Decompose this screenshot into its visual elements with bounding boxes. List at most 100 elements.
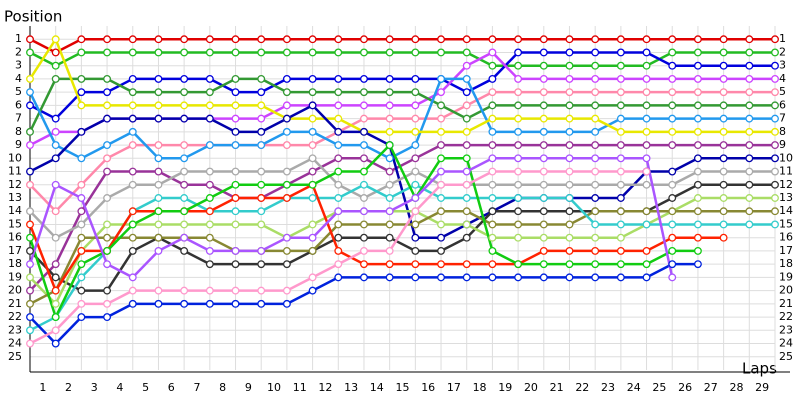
- lap-marker: [334, 167, 343, 176]
- lap-marker: [591, 35, 600, 44]
- lap-marker: [26, 220, 34, 229]
- lap-marker: [719, 141, 728, 150]
- lap-marker: [591, 194, 600, 202]
- lap-marker: [51, 233, 60, 242]
- y-tick-label: 4: [15, 72, 22, 85]
- lap-marker: [103, 286, 112, 295]
- lap-marker: [488, 74, 497, 83]
- lap-marker: [128, 286, 137, 295]
- lap-marker: [437, 220, 445, 229]
- lap-marker: [282, 141, 291, 150]
- lap-marker: [565, 194, 574, 202]
- lap-marker: [308, 220, 317, 229]
- x-tick-label: 11: [293, 381, 307, 394]
- series-line: [28, 36, 775, 134]
- x-tick-label: 7: [193, 381, 200, 394]
- lap-marker: [282, 194, 291, 202]
- lap-marker: [745, 127, 754, 136]
- lap-marker: [411, 114, 420, 123]
- lap-marker: [693, 35, 702, 44]
- lap-marker: [437, 180, 445, 189]
- lap-marker: [154, 114, 163, 123]
- lap-marker: [539, 74, 548, 83]
- lap-marker: [334, 48, 343, 57]
- lap-marker: [771, 194, 779, 202]
- lap-marker: [103, 35, 112, 44]
- lap-marker: [51, 313, 60, 322]
- lap-marker: [616, 101, 625, 110]
- series-line: [29, 156, 775, 240]
- lap-marker: [360, 194, 368, 202]
- lap-marker: [462, 35, 471, 44]
- series-line: [28, 77, 775, 133]
- lap-marker: [128, 180, 137, 189]
- lap-marker: [180, 220, 189, 229]
- lap-marker: [231, 141, 240, 150]
- lap-marker: [437, 233, 445, 242]
- lap-marker: [77, 35, 86, 44]
- lap-marker: [591, 101, 600, 110]
- lap-marker: [745, 207, 754, 216]
- lap-marker: [128, 74, 137, 83]
- lap-marker: [26, 74, 34, 83]
- lap-marker: [51, 339, 60, 348]
- lap-marker: [591, 233, 600, 242]
- x-tick-label: 5: [142, 381, 149, 394]
- y-tick-label: 5: [15, 85, 22, 98]
- lap-marker: [77, 88, 86, 97]
- lap-marker: [26, 286, 34, 295]
- lap-marker: [26, 339, 34, 348]
- lap-marker: [616, 74, 625, 83]
- lap-marker: [257, 88, 266, 97]
- lap-marker: [26, 233, 34, 242]
- lap-marker: [565, 127, 574, 136]
- x-tick-label: 28: [729, 381, 743, 394]
- lap-marker: [693, 154, 702, 163]
- lap-marker: [745, 35, 754, 44]
- lap-marker: [514, 61, 523, 70]
- lap-marker: [771, 141, 779, 150]
- lap-marker: [565, 35, 574, 44]
- lap-marker: [591, 48, 600, 57]
- lap-marker: [334, 233, 343, 242]
- lap-marker: [719, 61, 728, 70]
- lap-marker: [51, 299, 60, 308]
- lap-marker: [205, 246, 214, 255]
- lap-marker: [591, 273, 600, 282]
- lap-marker: [360, 260, 368, 269]
- lap-marker: [282, 48, 291, 57]
- y-tick-label: 19: [8, 270, 22, 283]
- lap-marker: [642, 127, 651, 136]
- lap-marker: [771, 48, 779, 57]
- lap-marker: [26, 35, 34, 44]
- y-tick-label: 16: [8, 231, 22, 244]
- x-tick-label: 15: [396, 381, 410, 394]
- y-tick-label: 8: [15, 125, 22, 138]
- lap-marker: [462, 167, 471, 176]
- lap-marker: [205, 260, 214, 269]
- lap-marker: [693, 180, 702, 189]
- lap-marker: [308, 194, 317, 202]
- y-tick-label: 12: [8, 178, 22, 191]
- lap-marker: [26, 246, 34, 255]
- lap-marker: [257, 299, 266, 308]
- lap-marker: [668, 273, 677, 282]
- lap-marker: [77, 48, 86, 57]
- lap-marker: [591, 61, 600, 70]
- lap-marker: [462, 114, 471, 123]
- lap-marker: [411, 273, 420, 282]
- x-tick-label: 19: [498, 381, 512, 394]
- markers: [26, 35, 779, 348]
- lap-marker: [385, 114, 394, 123]
- lap-marker: [745, 154, 754, 163]
- lap-marker: [668, 35, 677, 44]
- lap-marker: [437, 207, 445, 216]
- lap-marker: [616, 233, 625, 242]
- lap-marker: [539, 61, 548, 70]
- lap-marker: [771, 114, 779, 123]
- lap-marker: [360, 114, 368, 123]
- lap-marker: [257, 167, 266, 176]
- lap-marker: [103, 101, 112, 110]
- x-tick-label: 26: [678, 381, 692, 394]
- lap-marker: [616, 48, 625, 57]
